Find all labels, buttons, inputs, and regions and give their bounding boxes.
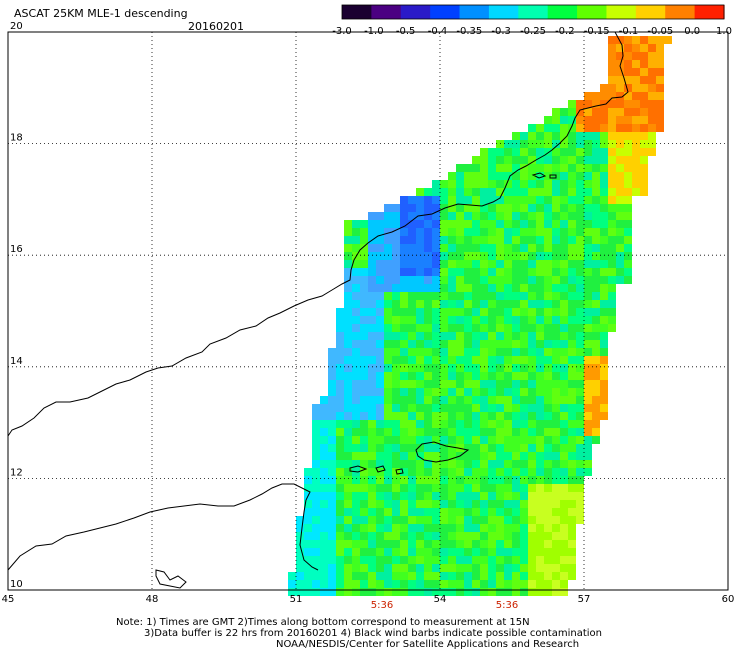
lat-label: 20 [10, 21, 23, 32]
socotra-island [415, 441, 470, 463]
colorbar-swatch-5 [488, 5, 519, 19]
lat-lon-grid [8, 32, 728, 590]
colorbar-swatch-11 [665, 5, 696, 19]
note-line-1: Note: 1) Times are GMT 2)Times along bot… [116, 617, 530, 628]
somali-coast-islets [155, 569, 187, 589]
map-date: 20160201 [188, 20, 244, 33]
colorbar-swatch-3 [430, 5, 461, 19]
coastline [7, 31, 629, 589]
lat-label: 18 [10, 133, 23, 144]
colorbar-swatch-12 [694, 5, 725, 19]
pass-time-label: 5:36 [371, 600, 393, 611]
colorbar-swatch-4 [459, 5, 490, 19]
lon-label: 54 [434, 594, 447, 605]
lat-label: 16 [10, 244, 23, 255]
lat-label: 12 [10, 467, 23, 478]
lon-label: 60 [722, 594, 735, 605]
colorbar-swatch-10 [635, 5, 666, 19]
pass-time-label: 5:36 [496, 600, 518, 611]
lon-label: 45 [2, 594, 15, 605]
colorbar-swatch-2 [400, 5, 431, 19]
map-panel: 45 48 51 54 57 60 20 18 16 14 12 10 5:36 5:36 [2, 21, 735, 611]
axis-labels: 45 48 51 54 57 60 20 18 16 14 12 10 [2, 21, 735, 605]
map-title: ASCAT 25KM MLE-1 descending [14, 7, 188, 20]
colorbar-swatch-1 [371, 5, 402, 19]
note-line-3: NOAA/NESDIS/Center for Satellite Applica… [276, 639, 580, 650]
african-coastline [7, 483, 319, 571]
lon-label: 48 [146, 594, 159, 605]
lon-label: 51 [290, 594, 303, 605]
abd-al-kuri-island [349, 465, 368, 473]
lat-label: 10 [10, 579, 23, 590]
scatterometer-swath [288, 36, 672, 596]
small-island-2 [395, 468, 404, 475]
colorbar-swatch-6 [518, 5, 549, 19]
colorbar-swatch-0 [342, 5, 372, 19]
colorbar-swatch-8 [577, 5, 608, 19]
lon-label: 57 [578, 594, 591, 605]
arabian-coastline [7, 31, 629, 437]
lat-label: 14 [10, 356, 23, 367]
note-line-2: 3)Data buffer is 22 hrs from 20160201 4)… [144, 628, 602, 639]
map-frame [7, 31, 729, 591]
kuria-muria-islands [531, 172, 557, 179]
small-island-1 [375, 465, 386, 473]
colorbar-swatch-7 [547, 5, 578, 19]
colorbar-frame [341, 4, 725, 20]
colorbar-swatch-9 [606, 5, 637, 19]
time-labels: 5:36 5:36 [371, 600, 518, 611]
